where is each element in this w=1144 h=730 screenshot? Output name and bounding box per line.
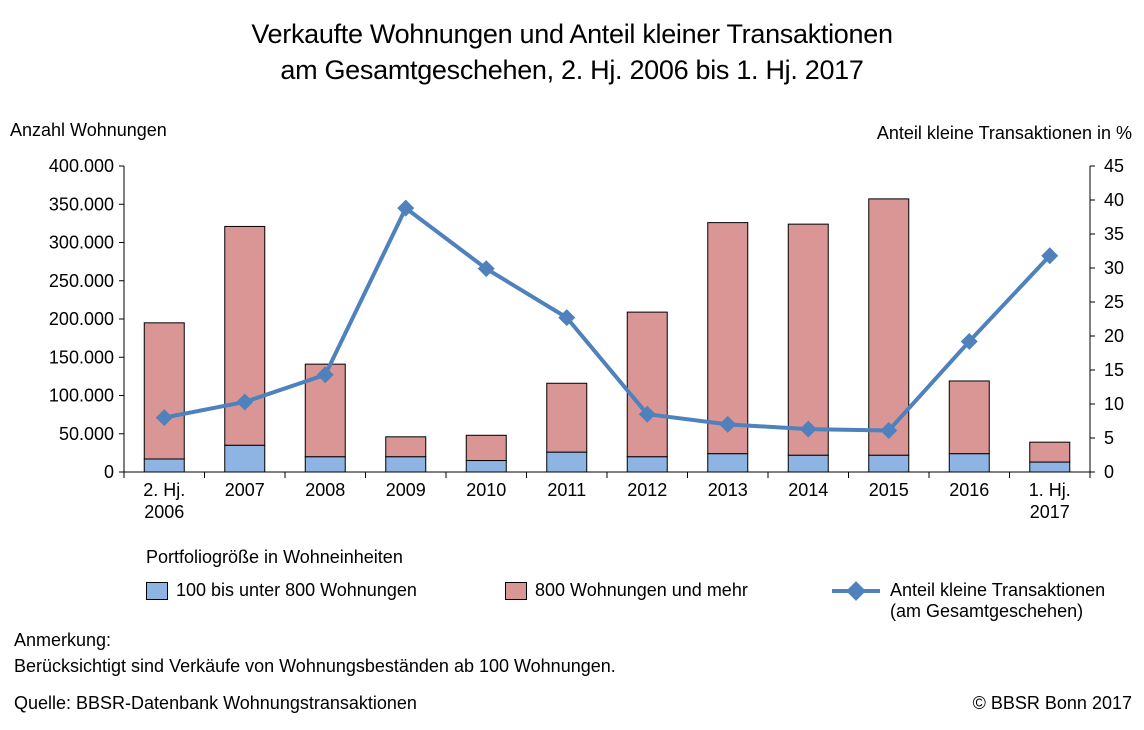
y-left-tick-label: 200.000 — [49, 309, 114, 329]
share-point-marker — [638, 405, 656, 423]
x-tick-label: 2012 — [627, 480, 667, 500]
legend-item-share: Anteil kleine Transaktionen (am Gesamtge… — [830, 580, 1105, 622]
legend-label-share-line2: (am Gesamtgeschehen) — [890, 601, 1084, 621]
bar-small-portfolio — [626, 456, 668, 473]
legend-title: Portfoliogröße in Wohneinheiten — [146, 547, 403, 567]
y-left-tick-label: 300.000 — [49, 233, 114, 253]
bar-large-portfolio — [1029, 441, 1071, 463]
y-right-tick-label: 30 — [1104, 258, 1124, 278]
bar-small-portfolio — [1029, 461, 1071, 473]
bar-large-portfolio — [224, 225, 266, 446]
share-point-marker — [155, 409, 173, 427]
bar-small-portfolio — [707, 453, 749, 473]
x-tick-label: 2014 — [788, 480, 828, 500]
x-tick-label: 2013 — [708, 480, 748, 500]
share-point-marker — [397, 199, 415, 217]
x-tick-label: 2016 — [949, 480, 989, 500]
legend-item-small: 100 bis unter 800 Wohnungen — [146, 580, 417, 601]
legend-swatch-small — [146, 582, 168, 600]
y-right-tick-label: 0 — [1104, 462, 1114, 482]
share-point-marker — [558, 309, 576, 327]
combo-chart: 0 50.000 100.000 150.000 200.000 250.000 300.0… — [49, 156, 1124, 522]
x-tick-label: 2006 — [144, 502, 184, 522]
bar-large-portfolio — [707, 222, 749, 455]
bar-small-portfolio — [948, 453, 990, 473]
y-right-tick-label: 15 — [1104, 360, 1124, 380]
y-left-tick-label: 50.000 — [59, 424, 114, 444]
bar-large-portfolio — [868, 198, 910, 456]
note-text: Berücksichtigt sind Verkäufe von Wohnung… — [14, 656, 616, 676]
x-tick-label: 2007 — [225, 480, 265, 500]
bar-large-portfolio — [626, 311, 668, 458]
legend-swatch-large — [505, 582, 527, 600]
bar-large-portfolio — [385, 436, 427, 458]
x-tick-label: 1. Hj. — [1029, 480, 1071, 500]
bar-small-portfolio — [143, 458, 185, 473]
chart-title: Verkaufte Wohnungen und Anteil kleiner T… — [0, 16, 1144, 88]
y-left-tick-label: 100.000 — [49, 386, 114, 406]
bar-small-portfolio — [787, 454, 829, 473]
legend-item-large: 800 Wohnungen und mehr — [505, 580, 748, 601]
bar-large-portfolio — [465, 434, 507, 462]
x-tick-label: 2009 — [386, 480, 426, 500]
y-left-tick-label: 250.000 — [49, 271, 114, 291]
x-tick-label: 2008 — [305, 480, 345, 500]
y-left-tick-label: 350.000 — [49, 194, 114, 214]
share-point-marker — [316, 366, 334, 384]
bar-small-portfolio — [304, 456, 346, 473]
copyright-text: © BBSR Bonn 2017 — [972, 693, 1132, 713]
legend-label-share-line1: Anteil kleine Transaktionen — [890, 580, 1106, 600]
legend-line-marker-icon — [832, 581, 880, 601]
y-right-tick-label: 10 — [1104, 394, 1124, 414]
bar-large-portfolio — [787, 223, 829, 456]
share-point-marker — [719, 415, 737, 433]
y-right-tick-label: 45 — [1104, 156, 1124, 176]
y-right-tick-label: 40 — [1104, 190, 1124, 210]
legend-label-small: 100 bis unter 800 Wohnungen — [176, 580, 417, 600]
x-tick-label: 2015 — [869, 480, 909, 500]
share-point-marker — [799, 420, 817, 438]
y-left-tick-label: 0 — [104, 462, 114, 482]
bar-large-portfolio — [948, 380, 990, 455]
bar-small-portfolio — [385, 456, 427, 473]
x-tick-label: 2. Hj. — [143, 480, 185, 500]
bar-large-portfolio — [143, 322, 185, 460]
share-point-marker — [960, 332, 978, 350]
x-tick-label: 2011 — [547, 480, 586, 500]
bar-small-portfolio — [465, 460, 507, 473]
bar-large-portfolio — [546, 382, 588, 453]
bar-small-portfolio — [546, 451, 588, 473]
y-axis-right-label: Anteil kleine Transaktionen in % — [876, 123, 1132, 143]
legend-label-large: 800 Wohnungen und mehr — [535, 580, 748, 600]
y-right-tick-label: 20 — [1104, 326, 1124, 346]
x-tick-label: 2017 — [1030, 502, 1070, 522]
share-point-marker — [880, 422, 898, 440]
share-point-marker — [477, 260, 495, 278]
bar-small-portfolio — [224, 444, 266, 473]
bar-small-portfolio — [868, 454, 910, 473]
chart-title-line2: am Gesamtgeschehen, 2. Hj. 2006 bis 1. H… — [280, 55, 864, 85]
x-tick-label: 2010 — [466, 480, 506, 500]
y-right-tick-label: 35 — [1104, 224, 1124, 244]
y-left-tick-label: 400.000 — [49, 156, 114, 176]
y-right-tick-label: 25 — [1104, 292, 1124, 312]
y-right-tick-label: 5 — [1104, 428, 1114, 448]
share-line — [163, 206, 1052, 433]
note-label: Anmerkung: — [14, 630, 112, 650]
y-left-tick-label: 150.000 — [49, 347, 114, 367]
share-point-marker — [236, 393, 254, 411]
y-axis-left-label: Anzahl Wohnungen — [10, 120, 167, 140]
chart-title-line1: Verkaufte Wohnungen und Anteil kleiner T… — [251, 19, 893, 49]
source-text: Quelle: BBSR-Datenbank Wohnungstransakti… — [14, 693, 417, 713]
